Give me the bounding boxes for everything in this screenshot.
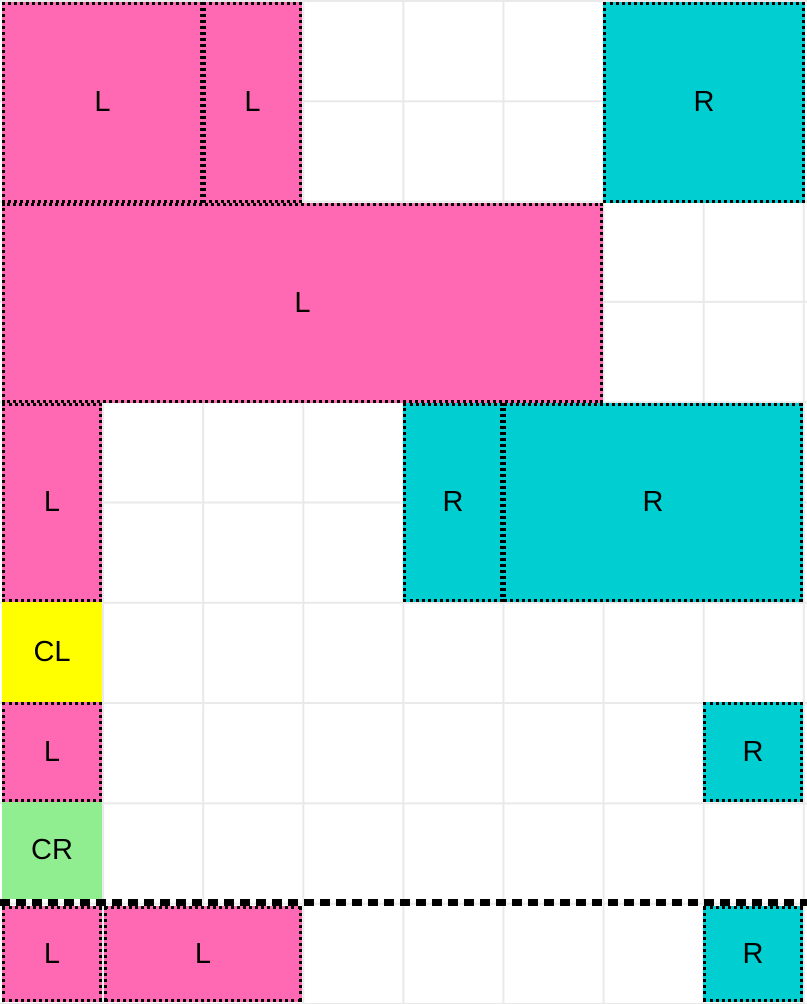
block-float-left: L <box>2 203 603 403</box>
block-label: CL <box>33 635 71 668</box>
block-float-left: L <box>2 2 203 203</box>
block-float-left: L <box>2 403 102 602</box>
block-float-left: L <box>2 906 102 1002</box>
block-label: L <box>294 286 311 319</box>
block-label: R <box>742 937 764 970</box>
block-label: R <box>693 86 715 118</box>
block-label: R <box>642 486 664 518</box>
block-clear-right: CR <box>2 802 102 899</box>
block-label: L <box>244 86 261 118</box>
block-label: R <box>742 735 764 768</box>
block-label: L <box>94 86 111 118</box>
block-label: R <box>442 486 464 518</box>
block-label: CR <box>31 834 73 866</box>
block-float-right: R <box>703 906 803 1002</box>
block-float-left: L <box>203 2 302 203</box>
block-float-left: L <box>104 906 302 1002</box>
block-float-left: L <box>2 702 102 802</box>
clear-both-line <box>0 899 807 906</box>
block-label: L <box>43 486 61 518</box>
block-float-right: R <box>503 403 803 602</box>
block-float-right: R <box>403 403 503 602</box>
block-float-right: R <box>703 702 803 802</box>
block-label: L <box>43 735 61 768</box>
block-label: L <box>194 937 212 970</box>
block-float-right: R <box>603 2 805 203</box>
block-clear-left: CL <box>2 602 102 702</box>
block-label: L <box>43 937 61 970</box>
